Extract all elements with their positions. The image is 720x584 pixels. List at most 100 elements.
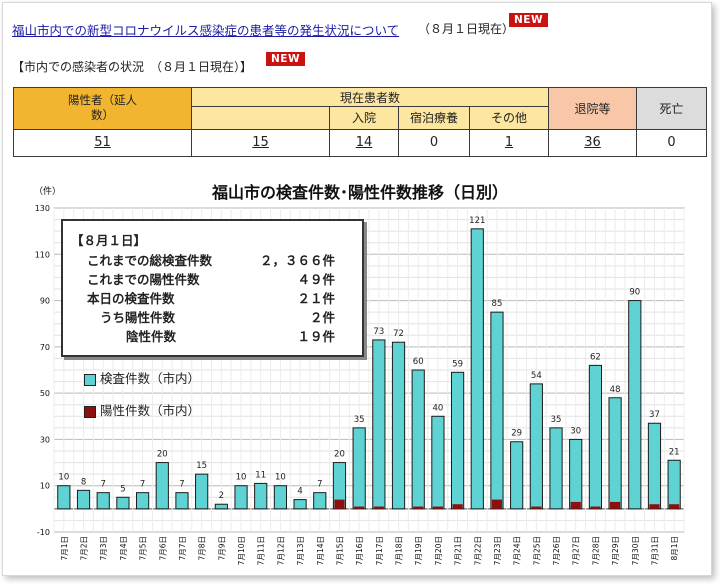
- summary-row: これまでの総検査件数 ２，３６６件: [87, 253, 335, 268]
- value-positive[interactable]: 51: [13, 128, 192, 158]
- value-current[interactable]: 15: [191, 128, 330, 158]
- x-tick-label: 7月3日: [99, 536, 108, 561]
- bar-tests: [175, 492, 189, 510]
- legend-positive: 陽性件数（市内）: [84, 400, 200, 419]
- x-tick-label: 7月14日: [316, 536, 325, 565]
- bar-positive: [609, 501, 621, 509]
- legend-swatch-positive: [84, 405, 96, 418]
- bar-tests: [273, 485, 288, 510]
- bar-value-label: 40: [432, 403, 443, 413]
- bar-value-label: 29: [511, 429, 522, 439]
- x-tick-label: 7月21日: [454, 536, 463, 565]
- x-tick-label: 7月9日: [217, 536, 226, 561]
- x-tick-label: 7月17日: [375, 536, 384, 565]
- x-tick-label: 7月11日: [257, 536, 266, 565]
- bar-tests: [529, 383, 543, 510]
- x-tick-label: 7月15日: [335, 536, 344, 565]
- bar-positive: [570, 501, 581, 509]
- section-title: 【市内での感染者の状況 （８月１日現在）】: [12, 60, 253, 74]
- bar-tests: [490, 311, 504, 510]
- bar-value-label: 73: [373, 327, 384, 337]
- bar-tests: [470, 228, 484, 510]
- bar-value-label: 121: [469, 216, 485, 226]
- bar-tests: [254, 482, 268, 510]
- x-tick-label: 7月5日: [139, 536, 148, 561]
- x-tick-label: 8月1日: [670, 536, 679, 561]
- bar-value-label: 59: [452, 359, 463, 369]
- bar-value-label: 4: [297, 487, 302, 497]
- bar-value-label: 10: [236, 473, 247, 483]
- value-hotel: 0: [398, 128, 470, 158]
- bar-value-label: 5: [120, 484, 125, 494]
- bar-positive: [432, 506, 444, 509]
- bar-value-label: 10: [58, 473, 69, 483]
- header-discharged: 退院等: [548, 87, 638, 130]
- y-tick-label: 90: [40, 297, 50, 306]
- x-tick-label: 7月12日: [276, 536, 285, 565]
- bar-value-label: 15: [196, 461, 207, 471]
- new-badge: NEW: [266, 52, 306, 66]
- bar-value-label: 48: [610, 385, 621, 395]
- bar-value-label: 62: [590, 352, 601, 362]
- x-tick-label: 7月4日: [119, 536, 128, 561]
- bar-value-label: 20: [157, 450, 168, 460]
- daily-tests-chart: 福山市の検査件数･陽性件数推移（日別） （件） -10 10 30 50 70 90 110…: [34, 183, 685, 565]
- bar-tests: [588, 364, 603, 510]
- y-tick-label: 10: [40, 482, 50, 491]
- bar-tests: [352, 427, 366, 510]
- bar-tests: [628, 300, 642, 510]
- value-other[interactable]: 1: [468, 128, 550, 158]
- header-current-patients: 現在患者数: [190, 86, 550, 108]
- bar-tests: [135, 492, 150, 510]
- value-discharged[interactable]: 36: [548, 128, 638, 158]
- legend-tests: 検査件数（市内）: [84, 368, 200, 387]
- y-tick-label: 70: [40, 343, 50, 352]
- bar-tests: [411, 369, 425, 510]
- value-death: 0: [636, 128, 708, 158]
- bar-value-label: 7: [317, 480, 322, 490]
- bar-value-label: 7: [140, 480, 145, 490]
- bar-positive: [334, 499, 345, 509]
- summary-heading: 【８月１日】: [71, 233, 147, 248]
- header-date: （８月１日現在）: [418, 22, 515, 36]
- infection-status-table: 陽性者（延人数） 現在患者数 退院等 死亡 入院 宿泊療養 その他 51 15 …: [13, 86, 708, 158]
- header-death: 死亡: [636, 87, 708, 130]
- y-tick-label: -10: [37, 528, 50, 537]
- chart-title: 福山市の検査件数･陽性件数推移（日別）: [211, 183, 508, 202]
- legend-swatch-tests: [84, 373, 96, 386]
- bar-value-label: 35: [551, 415, 562, 425]
- x-tick-label: 7月19日: [414, 536, 423, 565]
- bar-value-label: 37: [649, 410, 660, 420]
- bar-value-label: 7: [179, 480, 184, 490]
- outbreak-status-link[interactable]: 福山市内での新型コロナウイルス感染症の患者等の発生状況について: [12, 23, 400, 38]
- bar-tests: [57, 485, 71, 510]
- bar-tests: [549, 427, 563, 510]
- bar-value-label: 8: [81, 477, 86, 487]
- bar-value-label: 7: [101, 480, 106, 490]
- bar-tests: [450, 371, 465, 510]
- summary-row: 陰性件数 １９件: [126, 329, 335, 344]
- bar-tests: [391, 341, 406, 510]
- y-axis-unit: （件）: [34, 185, 61, 197]
- bar-tests: [234, 485, 248, 510]
- value-hospital[interactable]: 14: [329, 128, 399, 158]
- x-tick-label: 7月22日: [473, 536, 482, 565]
- bar-value-label: 72: [393, 329, 404, 339]
- x-tick-label: 7月29日: [611, 536, 620, 565]
- summary-row: うち陽性件数 ２件: [100, 310, 335, 325]
- bar-tests: [372, 339, 386, 510]
- new-badge: NEW: [509, 13, 549, 27]
- x-tick-label: 7月30日: [631, 536, 640, 565]
- bar-tests: [667, 459, 681, 510]
- bar-positive: [373, 506, 384, 509]
- bar-value-label: 20: [334, 450, 345, 460]
- bar-tests: [510, 441, 524, 510]
- bar-positive: [669, 504, 680, 509]
- y-tick-label: 130: [35, 204, 50, 213]
- bar-value-label: 54: [531, 371, 542, 381]
- x-tick-label: 7月23日: [493, 536, 502, 565]
- bar-value-label: 21: [669, 447, 680, 457]
- summary-row: 本日の検査件数 ２１件: [87, 291, 335, 306]
- bar-positive: [590, 506, 601, 509]
- header-hospital: 入院: [329, 106, 399, 130]
